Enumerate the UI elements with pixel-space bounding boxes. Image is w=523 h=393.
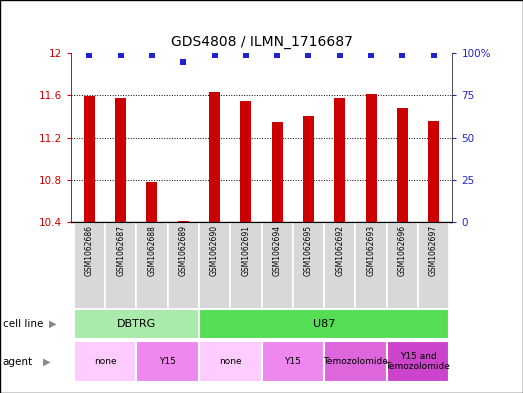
Text: GSM1062693: GSM1062693 bbox=[367, 225, 376, 276]
Text: GSM1062696: GSM1062696 bbox=[398, 225, 407, 276]
Point bbox=[117, 51, 125, 58]
Bar bbox=[262, 341, 324, 382]
Text: Y15: Y15 bbox=[285, 357, 301, 366]
Point bbox=[273, 51, 281, 58]
Bar bbox=[241, 101, 252, 222]
Text: GSM1062695: GSM1062695 bbox=[304, 225, 313, 276]
Point bbox=[336, 51, 344, 58]
Point bbox=[429, 51, 438, 58]
Bar bbox=[386, 222, 418, 309]
Text: U87: U87 bbox=[313, 319, 335, 329]
Bar bbox=[137, 222, 167, 309]
Bar bbox=[324, 222, 356, 309]
Text: GSM1062694: GSM1062694 bbox=[272, 225, 282, 276]
Text: GSM1062686: GSM1062686 bbox=[85, 225, 94, 275]
Text: cell line: cell line bbox=[3, 319, 43, 329]
Text: ▶: ▶ bbox=[49, 319, 56, 329]
Point bbox=[367, 51, 375, 58]
Bar bbox=[199, 309, 449, 339]
Point bbox=[85, 51, 94, 58]
Bar bbox=[293, 222, 324, 309]
Bar bbox=[178, 221, 189, 222]
Text: ▶: ▶ bbox=[43, 356, 50, 367]
Bar bbox=[230, 222, 262, 309]
Text: GSM1062687: GSM1062687 bbox=[116, 225, 125, 275]
Bar bbox=[105, 222, 137, 309]
Bar bbox=[397, 108, 408, 222]
Bar bbox=[115, 99, 126, 222]
Text: none: none bbox=[219, 357, 242, 366]
Text: Y15: Y15 bbox=[159, 357, 176, 366]
Bar bbox=[199, 222, 230, 309]
Text: GSM1062692: GSM1062692 bbox=[335, 225, 344, 275]
Bar bbox=[324, 341, 386, 382]
Bar bbox=[418, 222, 449, 309]
Point bbox=[148, 51, 156, 58]
Text: Y15 and
Temozolomide: Y15 and Temozolomide bbox=[385, 352, 450, 371]
Bar bbox=[386, 341, 449, 382]
Bar bbox=[199, 341, 262, 382]
Bar bbox=[271, 122, 282, 222]
Point bbox=[304, 51, 313, 58]
Point bbox=[242, 51, 250, 58]
Text: GSM1062697: GSM1062697 bbox=[429, 225, 438, 276]
Point bbox=[210, 51, 219, 58]
Text: GSM1062691: GSM1062691 bbox=[241, 225, 251, 275]
Bar bbox=[137, 341, 199, 382]
Point bbox=[398, 51, 406, 58]
Bar bbox=[84, 96, 95, 222]
Title: GDS4808 / ILMN_1716687: GDS4808 / ILMN_1716687 bbox=[170, 35, 353, 49]
Bar bbox=[167, 222, 199, 309]
Point bbox=[179, 58, 187, 64]
Bar bbox=[428, 121, 439, 222]
Text: GSM1062688: GSM1062688 bbox=[147, 225, 156, 275]
Bar bbox=[74, 341, 137, 382]
Text: DBTRG: DBTRG bbox=[117, 319, 156, 329]
Bar bbox=[303, 116, 314, 222]
Bar bbox=[334, 99, 345, 222]
Text: none: none bbox=[94, 357, 116, 366]
Bar bbox=[262, 222, 293, 309]
Text: Temozolomide: Temozolomide bbox=[323, 357, 388, 366]
Text: agent: agent bbox=[3, 356, 33, 367]
Bar bbox=[366, 94, 377, 222]
Bar bbox=[74, 222, 105, 309]
Text: GSM1062689: GSM1062689 bbox=[179, 225, 188, 275]
Bar bbox=[356, 222, 386, 309]
Text: GSM1062690: GSM1062690 bbox=[210, 225, 219, 276]
Bar bbox=[146, 182, 157, 222]
Bar bbox=[209, 92, 220, 222]
Bar bbox=[74, 309, 199, 339]
